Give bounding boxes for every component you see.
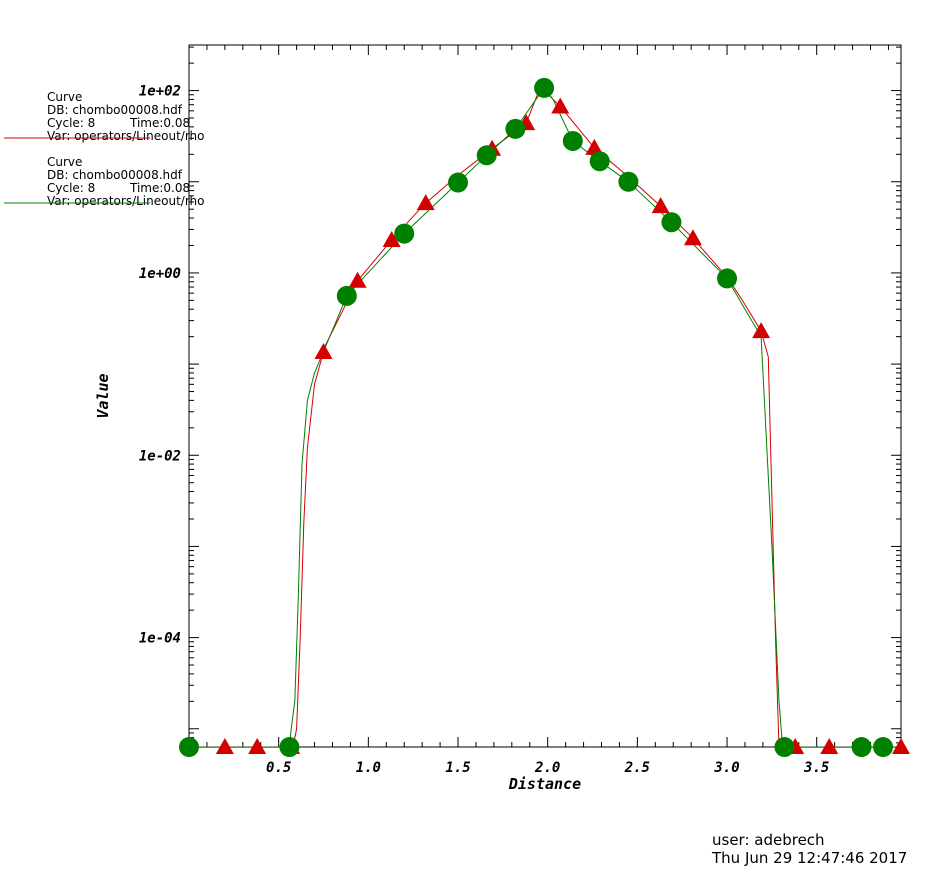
red-triangle-marker — [248, 738, 267, 755]
green-circle-marker — [476, 145, 497, 166]
legend-red-title: Curve — [47, 90, 82, 104]
x-tick-label: 1.5 — [445, 760, 470, 776]
green-circle-marker — [562, 130, 583, 151]
red-triangle-marker — [215, 738, 234, 755]
green-circle-marker — [505, 118, 526, 139]
green-circle-marker — [717, 268, 738, 289]
legend-green-title: Curve — [47, 155, 82, 169]
curves — [189, 85, 901, 748]
x-tick-label: 1.0 — [356, 760, 381, 776]
y-axis-title: Value — [94, 373, 112, 418]
legend-green-db: DB: chombo00008.hdf — [47, 168, 183, 182]
y-tick-label: 1e-04 — [139, 631, 181, 647]
legend-entry-red: Curve DB: chombo00008.hdf Cycle: 8 Time:… — [4, 90, 205, 143]
plot-frame — [188, 44, 902, 748]
green-circle-marker — [448, 172, 469, 193]
red-triangle-marker — [314, 342, 333, 359]
green-circle-marker — [774, 737, 795, 758]
legend-green-time: Time:0.08 — [129, 181, 190, 195]
red-triangle-marker — [683, 229, 702, 246]
legend-entry-green: Curve DB: chombo00008.hdf Cycle: 8 Time:… — [4, 155, 205, 208]
legend-red-cycle: Cycle: 8 — [47, 116, 95, 130]
x-tick-label: 2.5 — [624, 760, 650, 776]
lineout-chart: Curve DB: chombo00008.hdf Cycle: 8 Time:… — [4, 44, 910, 793]
legend-green-cycle: Cycle: 8 — [47, 181, 95, 195]
footer-date: Thu Jun 29 12:47:46 2017 — [712, 849, 908, 867]
red-triangle-marker — [348, 271, 367, 288]
red-triangle-marker — [416, 194, 435, 211]
series-line-green — [189, 87, 901, 748]
x-tick-label: 3.0 — [713, 760, 739, 776]
red-triangle-marker — [651, 197, 670, 214]
green-circle-marker — [279, 737, 300, 758]
x-axis-title: Distance — [508, 775, 581, 793]
green-circle-marker — [618, 171, 639, 192]
x-tick-label: 2.0 — [534, 760, 560, 776]
x-axis-ticks: 0.5 1.0 1.5 2.0 2.5 3.0 3.5 — [188, 45, 889, 776]
red-triangle-marker — [820, 738, 839, 755]
red-triangle-marker — [382, 230, 401, 247]
green-circle-marker — [851, 737, 872, 758]
legend-red-db: DB: chombo00008.hdf — [47, 103, 183, 117]
y-tick-label: 1e+00 — [139, 266, 181, 282]
red-triangle-marker — [752, 322, 771, 339]
legend-red-time: Time:0.08 — [129, 116, 190, 130]
green-circle-marker — [394, 223, 415, 244]
red-triangle-marker — [892, 738, 910, 755]
legend-green-var: Var: operators/Lineout/rho — [47, 194, 205, 208]
green-circle-marker — [661, 212, 682, 233]
legend: Curve DB: chombo00008.hdf Cycle: 8 Time:… — [4, 90, 205, 208]
markers — [179, 77, 910, 758]
green-circle-marker — [336, 285, 357, 306]
green-circle-marker — [534, 77, 555, 98]
y-axis-ticks: 1e-04 1e-02 1e+00 1e+02 — [139, 46, 901, 744]
green-circle-marker — [589, 151, 610, 172]
green-circle-marker — [179, 737, 199, 758]
red-triangle-marker — [551, 97, 570, 114]
legend-red-var: Var: operators/Lineout/rho — [47, 129, 205, 143]
y-tick-label: 1e+02 — [139, 84, 181, 100]
x-tick-label: 3.5 — [803, 760, 829, 776]
red-triangle-marker — [585, 138, 604, 155]
x-tick-label: 0.5 — [266, 760, 291, 776]
series-line-red — [189, 85, 901, 748]
footer-user: user: adebrech — [712, 831, 825, 849]
green-circle-marker — [873, 737, 894, 758]
y-tick-label: 1e-02 — [139, 448, 181, 464]
